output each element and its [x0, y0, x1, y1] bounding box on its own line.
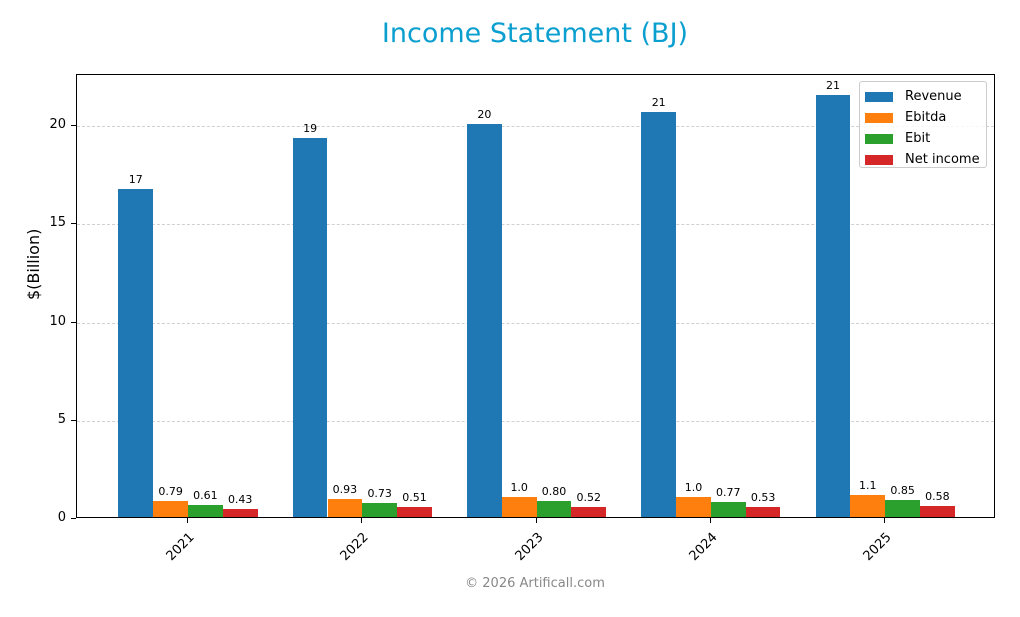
bar-ebit-2023: [536, 501, 572, 517]
y-tick-mark: [71, 125, 76, 127]
y-tick-mark: [71, 419, 76, 421]
x-tick-mark: [884, 518, 886, 523]
y-tick-label: 20: [49, 117, 66, 133]
y-tick-label: 0: [57, 510, 66, 525]
bar-value-label: 0.58: [925, 489, 950, 503]
legend-swatch-revenue: [865, 91, 893, 102]
bar-value-label: 21: [651, 96, 666, 110]
bar-revenue-2025: [815, 94, 851, 517]
bar-revenue-2021: [118, 188, 154, 517]
bar-net-income-2022: [397, 506, 432, 517]
x-tick-label: 2022: [337, 530, 372, 565]
bar-revenue-2024: [641, 112, 677, 517]
bar-value-label: 0.79: [158, 485, 183, 499]
bar-value-label: 0.80: [541, 485, 567, 499]
y-axis-label: $(Billion): [24, 228, 43, 300]
bar-value-label: 0.51: [402, 490, 427, 504]
bar-value-label: 17: [128, 172, 143, 186]
x-tick-label: 2023: [512, 530, 547, 565]
bar-value-label: 21: [826, 78, 840, 92]
x-tick-label: 2021: [163, 530, 198, 565]
bar-value-label: 0.43: [227, 492, 253, 506]
bar-revenue-2023: [467, 124, 502, 517]
bar-value-label: 19: [303, 121, 318, 135]
bar-ebitda-2025: [850, 495, 886, 517]
bar-value-label: 20: [477, 108, 492, 122]
bar-ebitda-2024: [676, 497, 711, 517]
copyright-footer: © 2026 Artificall.com: [465, 576, 605, 591]
bar-value-label: 1.0: [510, 481, 528, 495]
bar-ebit-2022: [362, 502, 398, 517]
legend-item-ebitda: Ebitda: [860, 107, 986, 128]
legend-swatch-net-income: [865, 154, 893, 165]
bar-value-label: 0.53: [750, 490, 776, 504]
legend-label: Ebitda: [905, 110, 947, 125]
bar-ebitda-2021: [153, 501, 188, 517]
gridline: [77, 420, 994, 422]
bar-value-label: 0.77: [716, 485, 741, 499]
gridline: [77, 126, 994, 128]
bar-net-income-2025: [920, 505, 955, 517]
legend: Revenue Ebitda Ebit Net income: [859, 81, 987, 168]
bar-ebit-2025: [885, 500, 920, 517]
gridline: [77, 224, 994, 226]
y-tick-mark: [71, 223, 76, 225]
x-tick-label: 2024: [686, 530, 721, 565]
bar-ebitda-2022: [327, 498, 363, 517]
gridline: [77, 322, 994, 324]
plot-area: 17 0.79 0.61 0.43 19 0.93 0.73 0.51 20 1.0 0.80 0.5…: [76, 74, 995, 518]
bar-value-label: 0.52: [576, 490, 602, 504]
bar-value-label: 0.93: [332, 482, 358, 496]
y-tick-mark: [71, 518, 76, 519]
y-tick-mark: [71, 321, 76, 323]
chart-title: Income Statement (BJ): [381, 18, 689, 49]
bar-revenue-2022: [292, 137, 328, 517]
bar-net-income-2024: [745, 506, 781, 517]
legend-item-revenue: Revenue: [860, 86, 986, 107]
bar-ebit-2021: [188, 505, 223, 517]
x-tick-mark: [361, 518, 363, 523]
y-tick-label: 15: [49, 215, 66, 231]
bar-value-label: 0.61: [193, 489, 218, 503]
legend-label: Ebit: [905, 131, 931, 146]
bar-ebit-2024: [710, 501, 746, 517]
y-tick-label: 10: [49, 313, 66, 329]
legend-label: Net income: [905, 152, 980, 167]
bar-net-income-2021: [222, 508, 258, 517]
x-tick-mark: [187, 518, 188, 523]
legend-swatch-ebitda: [865, 112, 893, 123]
bar-ebitda-2023: [501, 497, 537, 517]
legend-swatch-ebit: [865, 133, 893, 144]
y-tick-label: 5: [57, 411, 66, 427]
legend-item-ebit: Ebit: [860, 128, 986, 149]
x-tick-label: 2025: [860, 530, 895, 565]
legend-item-net-income: Net income: [860, 149, 986, 170]
bar-value-label: 0.85: [890, 484, 915, 498]
bar-value-label: 1.1: [859, 479, 877, 493]
bar-net-income-2023: [571, 506, 607, 517]
legend-label: Revenue: [905, 89, 962, 104]
x-tick-mark: [709, 518, 711, 523]
bar-value-label: 1.0: [684, 481, 703, 495]
x-tick-mark: [535, 518, 537, 523]
bar-value-label: 0.73: [367, 486, 392, 500]
